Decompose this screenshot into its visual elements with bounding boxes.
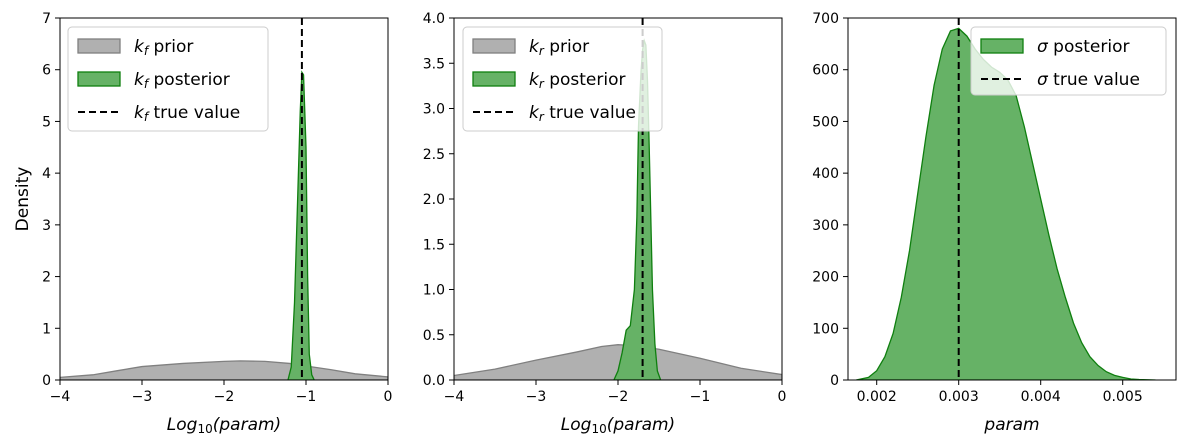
x-tick-label: 0.005	[1103, 389, 1143, 405]
plot-area	[60, 18, 388, 380]
y-tick-label: 200	[812, 270, 839, 286]
legend-handle-posterior	[980, 38, 1024, 54]
y-tick-label: 3.5	[423, 56, 445, 72]
y-tick-label: 1	[42, 321, 51, 337]
legend-handle-posterior	[77, 71, 121, 87]
y-tick-label: 3.0	[423, 102, 445, 118]
y-tick-label: 2	[42, 270, 51, 286]
legend-sigma: σ posterior σ true value	[970, 26, 1167, 96]
x-tick-label: −4	[444, 389, 465, 405]
legend-handle-posterior	[472, 71, 516, 87]
axes-frame	[847, 17, 1177, 381]
y-tick-label: 2.5	[423, 147, 445, 163]
y-tick-label: 7	[42, 11, 51, 27]
x-tick-label: −2	[214, 389, 235, 405]
panel-kf: −4 −3 −2 −1 0 0 1 2 3 4 5 6 7 Log10(param) Density kf p…	[13, 11, 392, 436]
legend-label-true: σ true value	[1037, 70, 1140, 90]
legend-label-true: kr true value	[529, 103, 636, 124]
x-tick-label: −1	[296, 389, 317, 405]
prior-area-kf	[60, 360, 388, 380]
y-tick-label: 500	[812, 114, 839, 130]
y-tick-label: 100	[812, 321, 839, 337]
legend-handle-prior	[77, 38, 121, 54]
panel-sigma: 0.002 0.003 0.004 0.005 0 100 200 300 400 500 600 7…	[812, 11, 1177, 435]
panel-kr: −4 −3 −2 −1 0 0.0 0.5 1.0 1.5 2.0 2.5 3.0 3.5 4.0 Log1…	[423, 11, 787, 436]
x-tick-label: 0.002	[857, 389, 897, 405]
y-tick-label: 3	[42, 218, 51, 234]
legend-label-prior: kr prior	[529, 37, 589, 58]
y-tick-label: 700	[812, 11, 839, 27]
y-tick-label: 5	[42, 114, 51, 130]
y-tick-label: 300	[812, 218, 839, 234]
posterior-area-kf	[287, 70, 315, 380]
y-tick-label: 4.0	[423, 11, 445, 27]
y-tick-label: 0	[830, 373, 839, 389]
legend-label-true: kf true value	[134, 103, 240, 124]
x-tick-label: −3	[132, 389, 153, 405]
x-tick-label: −1	[690, 389, 711, 405]
x-axis-label: param	[983, 415, 1039, 435]
y-tick-label: 4	[42, 166, 51, 182]
y-tick-label: 1.0	[423, 283, 445, 299]
legend-kr: kr prior kr posterior kr true value	[462, 26, 663, 132]
y-axis-label: Density	[13, 167, 33, 232]
x-tick-label: −4	[50, 389, 71, 405]
legend-label-posterior: kf posterior	[134, 70, 230, 91]
x-tick-label: 0.004	[1021, 389, 1061, 405]
x-tick-label: 0	[384, 389, 393, 405]
legend-handle-prior	[472, 38, 516, 54]
y-tick-label: 400	[812, 166, 839, 182]
x-axis-label: Log10(param)	[167, 415, 281, 436]
y-tick-label: 1.5	[423, 237, 445, 253]
x-tick-label: 0	[778, 389, 787, 405]
legend-label-posterior: σ posterior	[1037, 37, 1129, 57]
x-tick-label: 0.003	[939, 389, 979, 405]
y-tick-label: 0.5	[423, 328, 445, 344]
y-tick-label: 0	[42, 373, 51, 389]
x-tick-label: −3	[526, 389, 547, 405]
y-tick-label: 2.0	[423, 192, 445, 208]
x-tick-label: −2	[608, 389, 629, 405]
y-tick-label: 600	[812, 63, 839, 79]
legend-kf: kf prior kf posterior kf true value	[67, 26, 269, 132]
x-axis-label: Log10(param)	[561, 415, 675, 436]
legend-label-posterior: kr posterior	[529, 70, 625, 91]
y-tick-label: 6	[42, 63, 51, 79]
legend-label-prior: kf prior	[134, 37, 193, 58]
y-tick-label: 0.0	[423, 373, 445, 389]
